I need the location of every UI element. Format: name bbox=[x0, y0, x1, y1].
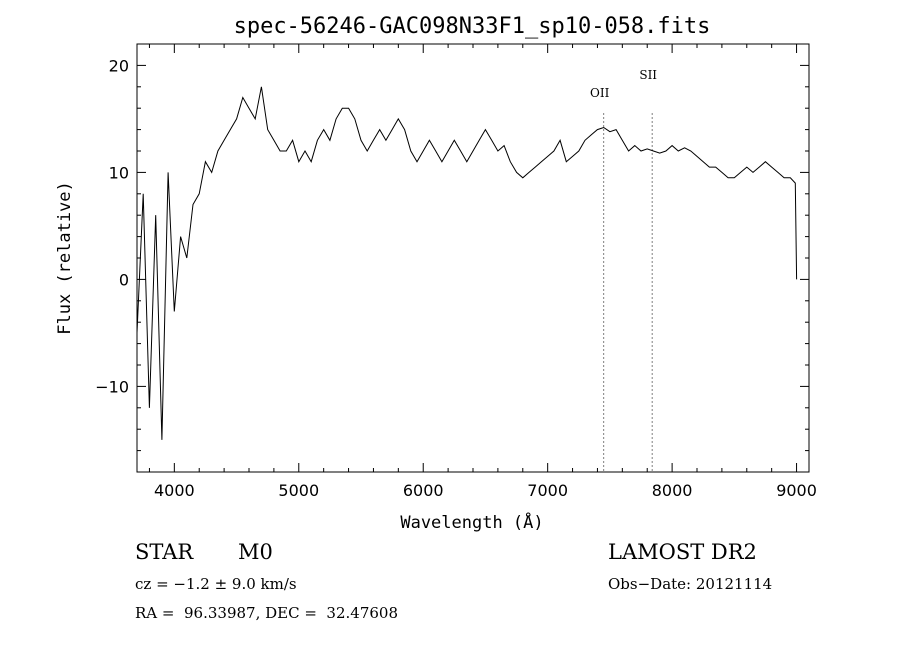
x-tick-label: 5000 bbox=[278, 481, 319, 500]
survey-name: LAMOST DR2 bbox=[608, 540, 757, 564]
x-tick-label: 4000 bbox=[154, 481, 195, 500]
observation-date: Obs−Date: 20121114 bbox=[608, 575, 773, 593]
plot-area: 4000 5000 6000 7000 8000 9000 −10 0 10 20 OII SII bbox=[95, 43, 817, 500]
y-axis-label: Flux (relative) bbox=[55, 181, 75, 335]
y-tick-label: −10 bbox=[95, 377, 129, 396]
y-tick-label: 0 bbox=[119, 270, 129, 289]
x-tick-label: 7000 bbox=[527, 481, 568, 500]
line-markers: OII SII bbox=[590, 68, 657, 472]
x-axis-label: Wavelength (Å) bbox=[400, 511, 543, 533]
chart-title: spec-56246-GAC098N33F1_sp10-058.fits bbox=[234, 14, 711, 39]
line-marker-label: OII bbox=[590, 86, 610, 100]
x-tick-label: 6000 bbox=[403, 481, 444, 500]
x-tick-label: 9000 bbox=[776, 481, 817, 500]
plot-frame bbox=[136, 43, 810, 473]
axis-ticks: 4000 5000 6000 7000 8000 9000 −10 0 10 20 bbox=[95, 44, 817, 500]
object-subclass: M0 bbox=[238, 540, 273, 564]
line-marker-label: SII bbox=[639, 68, 657, 82]
x-tick-label: 8000 bbox=[652, 481, 693, 500]
coordinates-line: RA = 96.33987, DEC = 32.47608 bbox=[135, 604, 399, 622]
y-tick-label: 20 bbox=[109, 56, 129, 75]
spectrum-series-line bbox=[136, 86, 798, 440]
series-group bbox=[136, 86, 798, 440]
object-class: STAR bbox=[135, 540, 194, 564]
redshift-line: cz = −1.2 ± 9.0 km/s bbox=[135, 575, 297, 593]
y-tick-label: 10 bbox=[109, 163, 129, 182]
